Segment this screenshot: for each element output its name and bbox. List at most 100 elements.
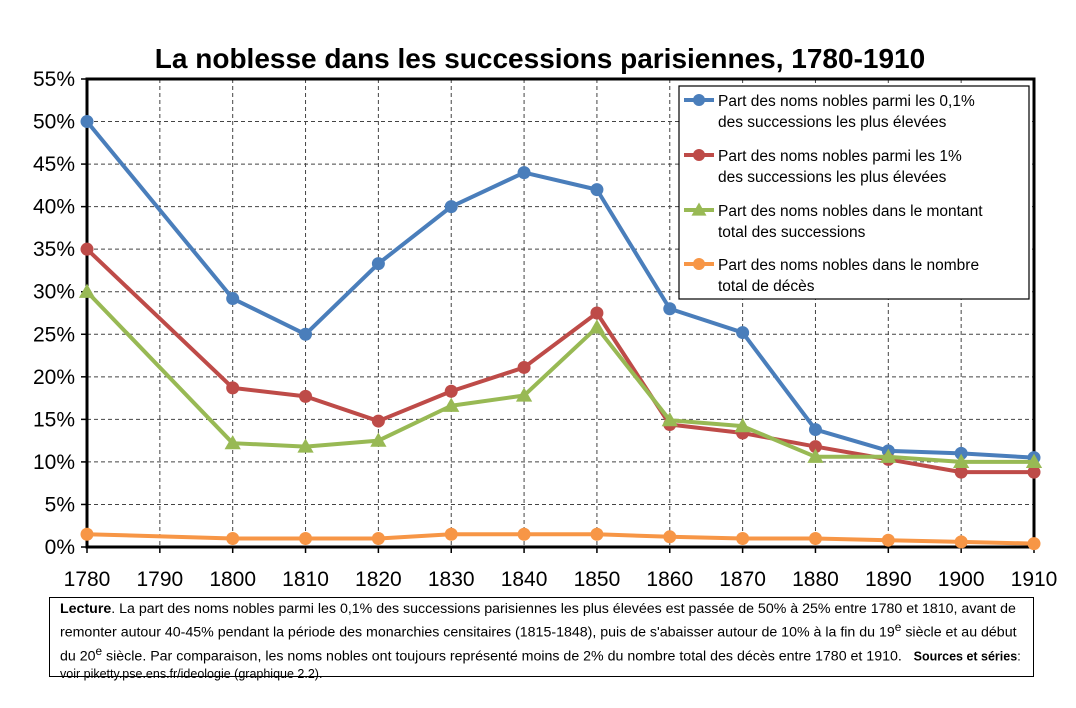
series-4	[80, 527, 1041, 551]
x-tick-label: 1850	[574, 568, 621, 591]
legend-label: des successions les plus élevées	[718, 169, 947, 186]
x-tick-label: 1910	[1011, 568, 1058, 591]
legend-label: total des successions	[718, 224, 866, 241]
legend-swatch-marker	[691, 202, 707, 216]
plot-frame	[85, 77, 1036, 549]
legend: Part des noms nobles parmi les 0,1% des s…	[678, 85, 1030, 300]
data-point	[78, 283, 96, 298]
legend-label: des successions les plus élevées	[718, 114, 947, 131]
x-tick-label: 1810	[282, 568, 329, 591]
data-point	[588, 319, 606, 334]
data-point	[663, 530, 677, 544]
x-tick-label: 1790	[136, 568, 183, 591]
x-tick-label: 1900	[938, 568, 985, 591]
note-body-3: siècle. Par comparaison, les noms nobles…	[102, 648, 902, 665]
reading-note: Lecture. La part des noms nobles parmi l…	[49, 597, 1034, 681]
chart-title: La noblesse dans les successions parisie…	[155, 43, 925, 74]
data-point	[299, 327, 313, 341]
data-point	[808, 423, 822, 437]
x-tick-label: 1870	[719, 568, 766, 591]
data-point	[297, 438, 314, 453]
data-point	[517, 527, 531, 541]
y-tick-label: 10%	[33, 451, 75, 474]
data-point	[954, 446, 968, 460]
x-tick-label: 1830	[428, 568, 475, 591]
data-point	[80, 115, 94, 129]
data-point	[807, 448, 824, 463]
data-point	[515, 387, 533, 402]
data-point	[226, 292, 240, 306]
data-point	[371, 531, 385, 545]
y-tick-label: 45%	[33, 153, 75, 176]
legend-swatch-marker	[693, 94, 705, 106]
data-point	[881, 533, 895, 547]
data-point	[590, 306, 604, 320]
legend-swatch-marker	[693, 149, 705, 161]
y-tick-label: 0%	[45, 536, 75, 559]
data-point	[880, 448, 897, 463]
y-tick-label: 25%	[33, 323, 75, 346]
series-3	[78, 283, 1043, 469]
legend-entry-4: Part des noms nobles dans le nombre total…	[684, 257, 979, 295]
note-sup-1: e	[894, 620, 902, 634]
sources-label: Sources et séries	[913, 649, 1018, 664]
data-point	[954, 535, 968, 549]
data-point	[299, 389, 313, 403]
data-point	[517, 166, 531, 180]
data-point	[226, 381, 240, 395]
line-chart: La noblesse dans les successions parisie…	[33, 43, 1058, 591]
legend-entry-1: Part des noms nobles parmi les 0,1% des s…	[684, 93, 975, 131]
y-tick-label: 35%	[33, 238, 75, 261]
legend-label: Part des noms nobles dans le montant	[718, 203, 983, 220]
data-point	[226, 531, 240, 545]
x-tick-label: 1800	[209, 568, 256, 591]
x-tick-label: 1780	[64, 568, 111, 591]
y-tick-label: 55%	[33, 68, 75, 91]
data-point	[80, 527, 94, 541]
data-point	[1025, 453, 1043, 469]
x-tick-label: 1860	[646, 568, 693, 591]
data-point	[954, 465, 968, 479]
data-point	[736, 326, 750, 340]
note-body-2: siècle et au début du 20	[60, 624, 1017, 665]
legend-swatch-marker	[693, 258, 705, 270]
data-point	[663, 302, 677, 316]
legend-entry-3: Part des noms nobles dans le montant tota…	[684, 202, 983, 241]
x-axis-ticks: 1780 1790 1800 1810 1820 1830 1840 1850 1860 1870…	[64, 568, 1058, 591]
legend-label: total de décès	[718, 278, 815, 295]
data-point	[224, 435, 241, 450]
data-point	[443, 397, 460, 412]
legend-label: Part des noms nobles dans le nombre	[718, 257, 979, 274]
y-tick-label: 5%	[45, 493, 75, 516]
data-point	[1027, 465, 1041, 479]
data-point	[734, 418, 751, 433]
data-point	[371, 257, 385, 271]
y-tick-label: 20%	[33, 366, 75, 389]
x-tick-label: 1840	[501, 568, 548, 591]
data-point	[299, 531, 313, 545]
series-group	[78, 115, 1043, 551]
axes	[81, 77, 1036, 553]
data-point	[953, 453, 970, 469]
data-point	[590, 183, 604, 197]
x-tick-label: 1890	[865, 568, 912, 591]
data-point	[370, 432, 387, 447]
data-point	[80, 242, 94, 256]
data-point	[808, 440, 822, 454]
data-point	[1027, 537, 1041, 551]
legend-entry-2: Part des noms nobles parmi les 1% des suc…	[684, 148, 962, 186]
y-tick-label: 15%	[33, 408, 75, 431]
data-point	[444, 384, 458, 398]
y-tick-label: 40%	[33, 196, 75, 219]
data-point	[590, 527, 604, 541]
data-point	[517, 360, 531, 374]
data-point	[736, 531, 750, 545]
data-point	[808, 531, 822, 545]
legend-box	[678, 85, 1030, 300]
data-point	[444, 200, 458, 214]
y-axis-ticks: 0% 5% 10% 15% 20% 25% 30% 35% 40% 45% 50% 55%	[33, 68, 75, 559]
note-lead: Lecture	[60, 601, 112, 617]
data-point	[661, 412, 678, 427]
legend-label: Part des noms nobles parmi les 1%	[718, 148, 962, 165]
x-tick-label: 1820	[355, 568, 402, 591]
